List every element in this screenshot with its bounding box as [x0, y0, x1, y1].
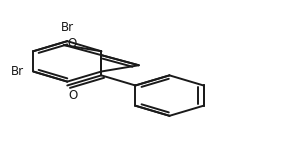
Text: O: O — [67, 37, 77, 50]
Text: Br: Br — [61, 21, 74, 34]
Text: O: O — [69, 89, 78, 102]
Text: Br: Br — [11, 65, 24, 78]
